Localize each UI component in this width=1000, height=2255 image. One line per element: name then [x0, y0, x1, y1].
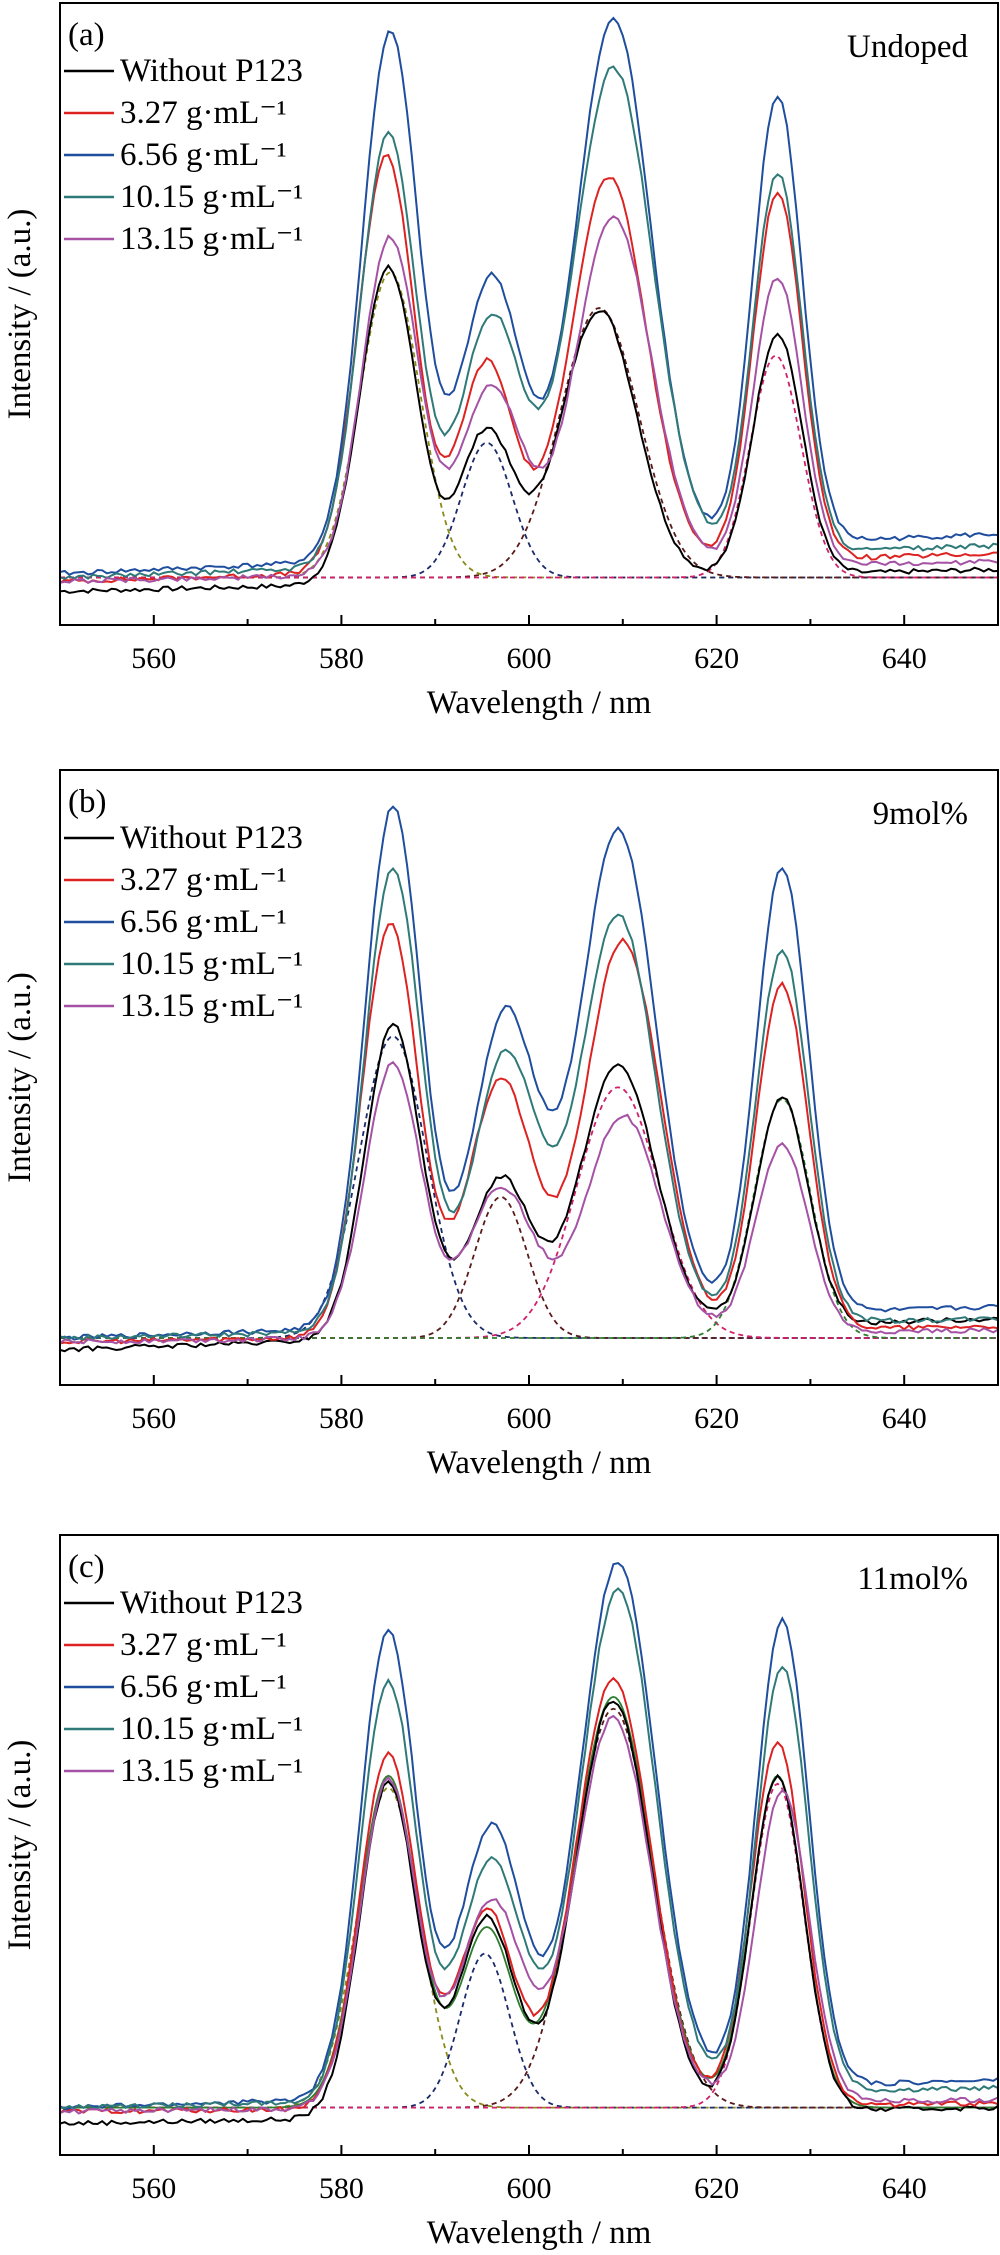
panel-label: (b)	[68, 784, 106, 820]
series-line-3	[61, 16, 997, 576]
x-axis-title: Wavelength / nm	[427, 1445, 652, 1481]
x-tick-label: 580	[319, 2172, 364, 2205]
legend-label: 13.15 g·mL⁻¹	[120, 1753, 303, 1789]
x-tick-label: 620	[694, 2172, 739, 2205]
series-line-5	[61, 1060, 997, 1345]
x-tick-label: 600	[507, 1402, 552, 1435]
x-tick-label: 580	[319, 642, 364, 675]
x-tick-label: 560	[131, 1402, 176, 1435]
x-tick-label: 620	[694, 642, 739, 675]
series-line-4	[61, 65, 997, 580]
corner-label: 11mol%	[857, 1561, 968, 1597]
series-line-4	[61, 866, 997, 1341]
legend-label: 3.27 g·mL⁻¹	[120, 95, 287, 131]
legend-label: Without P123	[120, 820, 303, 856]
legend-label: Without P123	[120, 53, 303, 89]
legend-label: 10.15 g·mL⁻¹	[120, 946, 303, 982]
legend-label: 13.15 g·mL⁻¹	[120, 221, 303, 257]
series-line-5	[61, 215, 997, 585]
x-tick-label: 640	[882, 1402, 927, 1435]
panel-label: (a)	[68, 17, 105, 53]
series-line-2	[61, 923, 997, 1345]
corner-label: 9mol%	[873, 796, 968, 832]
series-line-1	[61, 263, 997, 594]
x-axis-title: Wavelength / nm	[427, 685, 652, 721]
y-axis-title: Intensity / (a.u.)	[2, 1740, 38, 1951]
x-tick-label: 560	[131, 2172, 176, 2205]
y-axis-title: Intensity / (a.u.)	[2, 972, 38, 1183]
series-line-4	[61, 1587, 997, 2110]
legend: Without P123 3.27 g·mL⁻¹ 6.56 g·mL⁻¹ 10.15 …	[64, 53, 303, 257]
legend: Without P123 3.27 g·mL⁻¹ 6.56 g·mL⁻¹ 10.15 …	[64, 820, 303, 1024]
fit-component-3	[61, 1086, 997, 1339]
fit-component-1	[61, 1035, 997, 1339]
x-tick-label: 640	[882, 642, 927, 675]
panel-label: (c)	[68, 1549, 105, 1585]
chart-panel-b: 560 580 600 620 640 Wavelength / nm Intensity …	[2, 769, 999, 1481]
series-line-5	[61, 1714, 997, 2115]
legend: Without P123 3.27 g·mL⁻¹ 6.56 g·mL⁻¹ 10.15 …	[64, 1585, 303, 1789]
legend-label: 10.15 g·mL⁻¹	[120, 179, 303, 215]
legend-label: 10.15 g·mL⁻¹	[120, 1711, 303, 1747]
series-line-1	[61, 1022, 997, 1353]
legend-label: Without P123	[120, 1585, 303, 1621]
x-tick-label: 600	[507, 642, 552, 675]
legend-label: 6.56 g·mL⁻¹	[120, 1669, 287, 1705]
legend-label: 13.15 g·mL⁻¹	[120, 988, 303, 1024]
legend-label: 6.56 g·mL⁻¹	[120, 137, 287, 173]
legend-label: 3.27 g·mL⁻¹	[120, 1627, 287, 1663]
fit-component-4	[61, 1782, 997, 2109]
series-line-2	[61, 153, 997, 584]
x-tick-label: 560	[131, 642, 176, 675]
fit-component-1	[61, 271, 997, 579]
x-tick-label: 600	[507, 2172, 552, 2205]
curve-layer	[61, 1562, 997, 2127]
x-axis-title: Wavelength / nm	[427, 2215, 652, 2251]
x-tick-label: 640	[882, 2172, 927, 2205]
curve-layer	[61, 805, 997, 1353]
fit-component-1	[61, 1786, 997, 2109]
x-tick-label: 580	[319, 1402, 364, 1435]
x-tick-label: 620	[694, 1402, 739, 1435]
legend-label: 6.56 g·mL⁻¹	[120, 904, 287, 940]
legend-label: 3.27 g·mL⁻¹	[120, 862, 287, 898]
chart-panel-a: 560 580 600 620 640 Wavelength / nm Intensity …	[2, 2, 999, 721]
y-axis-title: Intensity / (a.u.)	[2, 209, 38, 420]
corner-label: Undoped	[847, 29, 968, 65]
curve-layer	[61, 16, 997, 594]
chart-panel-c: 560 580 600 620 640 Wavelength / nm Intensity …	[2, 1534, 999, 2251]
fit-component-3	[61, 307, 997, 579]
series-line-1	[61, 1700, 997, 2127]
